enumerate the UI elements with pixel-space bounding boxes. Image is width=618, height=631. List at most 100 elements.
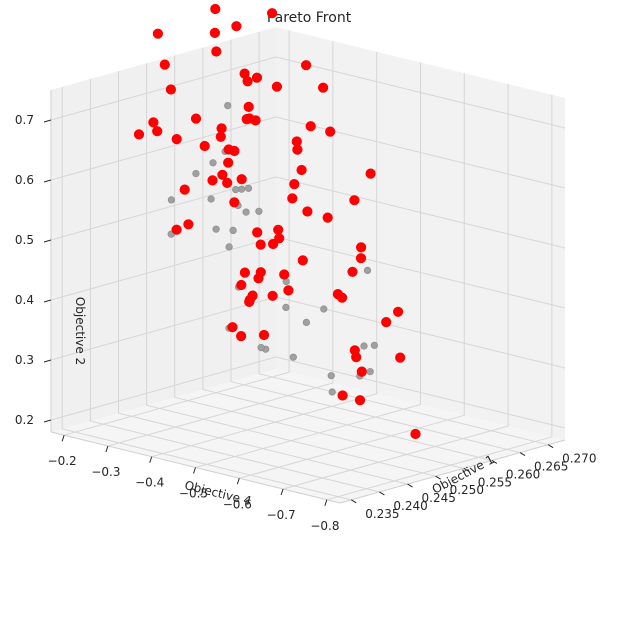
pareto-point-35	[268, 238, 279, 250]
x-tick-mark	[463, 467, 470, 472]
data-points	[133, 3, 421, 440]
pareto-point-22	[297, 255, 308, 266]
pareto-point-77	[152, 126, 163, 137]
pareto-point-58	[236, 279, 247, 291]
z-tick-mark	[43, 359, 52, 363]
grid-line-objective-4	[282, 84, 509, 490]
y-tick-mark	[193, 467, 196, 474]
pareto-point-6	[355, 253, 367, 264]
x-tick-label: 0.235	[365, 507, 399, 521]
pareto-point-48	[217, 169, 228, 180]
y-tick-mark	[236, 478, 240, 485]
pareto-point-5	[381, 317, 392, 328]
z-tick-mark	[43, 239, 52, 243]
pareto-point-42	[258, 329, 270, 341]
x-tick-mark	[519, 452, 526, 457]
x-tick-label: 0.260	[506, 468, 540, 482]
pareto-point-71	[236, 331, 247, 342]
y-tick-label: −0.5	[179, 487, 208, 501]
grid-line-objective-2	[50, 176, 566, 249]
pareto-point-65	[209, 27, 220, 39]
pareto-point-49	[239, 267, 250, 278]
x-tick-mark	[379, 491, 385, 496]
pareto-point-19	[322, 212, 333, 223]
pareto-point-74	[152, 28, 163, 39]
pareto-point-21	[289, 179, 300, 190]
x-tick-label: 0.250	[450, 483, 484, 497]
pareto-point-43	[216, 123, 227, 134]
dominated-point-23	[232, 186, 240, 194]
pareto-point-47	[231, 21, 242, 32]
pareto-point-80	[179, 184, 190, 195]
y-tick-mark	[105, 445, 109, 453]
x-tick-mark	[547, 444, 554, 449]
dominated-point-11	[282, 303, 290, 312]
x-tick-mark	[435, 475, 441, 480]
grid-line-objective-1	[202, 47, 493, 461]
x-tick-label: 0.255	[478, 475, 512, 489]
y-tick-label: −0.2	[48, 454, 77, 468]
pareto-point-51	[251, 72, 263, 83]
dominated-point-31	[167, 196, 175, 204]
pareto-point-79	[148, 117, 159, 128]
grid-line-objective-1	[146, 63, 436, 477]
z-tick-label: 0.7	[15, 113, 34, 127]
pareto-point-33	[273, 224, 284, 235]
grid-line-objective-4	[239, 73, 465, 479]
z-tick-mark	[43, 299, 52, 303]
pareto-point-16	[354, 395, 366, 406]
dominated-point-24	[242, 208, 250, 216]
x-tick-mark	[491, 460, 498, 464]
dominated-point-18	[229, 226, 237, 234]
y-tick-label: −0.6	[223, 497, 252, 511]
pareto-point-61	[215, 131, 226, 142]
dominated-point-0	[370, 341, 379, 349]
grid-line-objective-4	[326, 94, 553, 501]
pareto-point-50	[244, 113, 255, 124]
grid-line-objective-2	[50, 116, 566, 189]
x-tick-label: 0.240	[393, 499, 427, 513]
pareto-point-20	[302, 206, 313, 217]
pareto-point-18	[351, 352, 362, 363]
pareto-point-29	[287, 193, 298, 204]
pareto-point-27	[267, 8, 278, 19]
y-tick-mark	[61, 435, 65, 442]
pareto-point-0	[410, 428, 421, 440]
y-tick-label: −0.8	[310, 519, 339, 533]
pareto-point-55	[239, 68, 250, 79]
y-tick-label: −0.7	[267, 508, 296, 522]
objective-1-axis-line	[339, 439, 566, 504]
pareto-point-64	[227, 322, 238, 333]
pareto-point-15	[305, 121, 316, 132]
pareto-point-73	[183, 219, 194, 230]
grid-line-objective-1	[89, 79, 380, 493]
z-tick-mark	[43, 419, 52, 423]
dominated-point-2	[366, 368, 374, 376]
pareto-point-2	[365, 168, 376, 179]
grid-line-objective-4	[195, 62, 421, 468]
dominated-point-26	[192, 170, 200, 178]
dominated-point-5	[328, 388, 336, 396]
pareto-point-45	[243, 101, 254, 112]
pareto-point-68	[159, 59, 170, 70]
pareto-point-24	[301, 60, 312, 71]
pareto-point-7	[356, 366, 367, 377]
pareto-point-78	[133, 129, 145, 140]
pareto-point-60	[223, 144, 234, 155]
dominated-point-7	[302, 318, 311, 327]
z-tick-label: 0.3	[15, 353, 34, 367]
dominated-point-21	[224, 101, 232, 110]
back-right-pane	[51, 27, 276, 432]
pareto-point-32	[279, 269, 290, 280]
dominated-point-1	[363, 266, 372, 275]
pareto-point-10	[347, 266, 358, 277]
grid-line-objective-1	[174, 55, 464, 469]
pareto-point-62	[244, 296, 255, 308]
dominated-point-6	[360, 342, 368, 350]
x-tick-mark	[407, 483, 413, 488]
pareto-point-69	[223, 157, 234, 168]
dominated-point-28	[207, 195, 215, 203]
pareto-point-31	[271, 81, 283, 92]
z-tick-label: 0.2	[15, 413, 34, 427]
dominated-point-20	[212, 225, 220, 233]
